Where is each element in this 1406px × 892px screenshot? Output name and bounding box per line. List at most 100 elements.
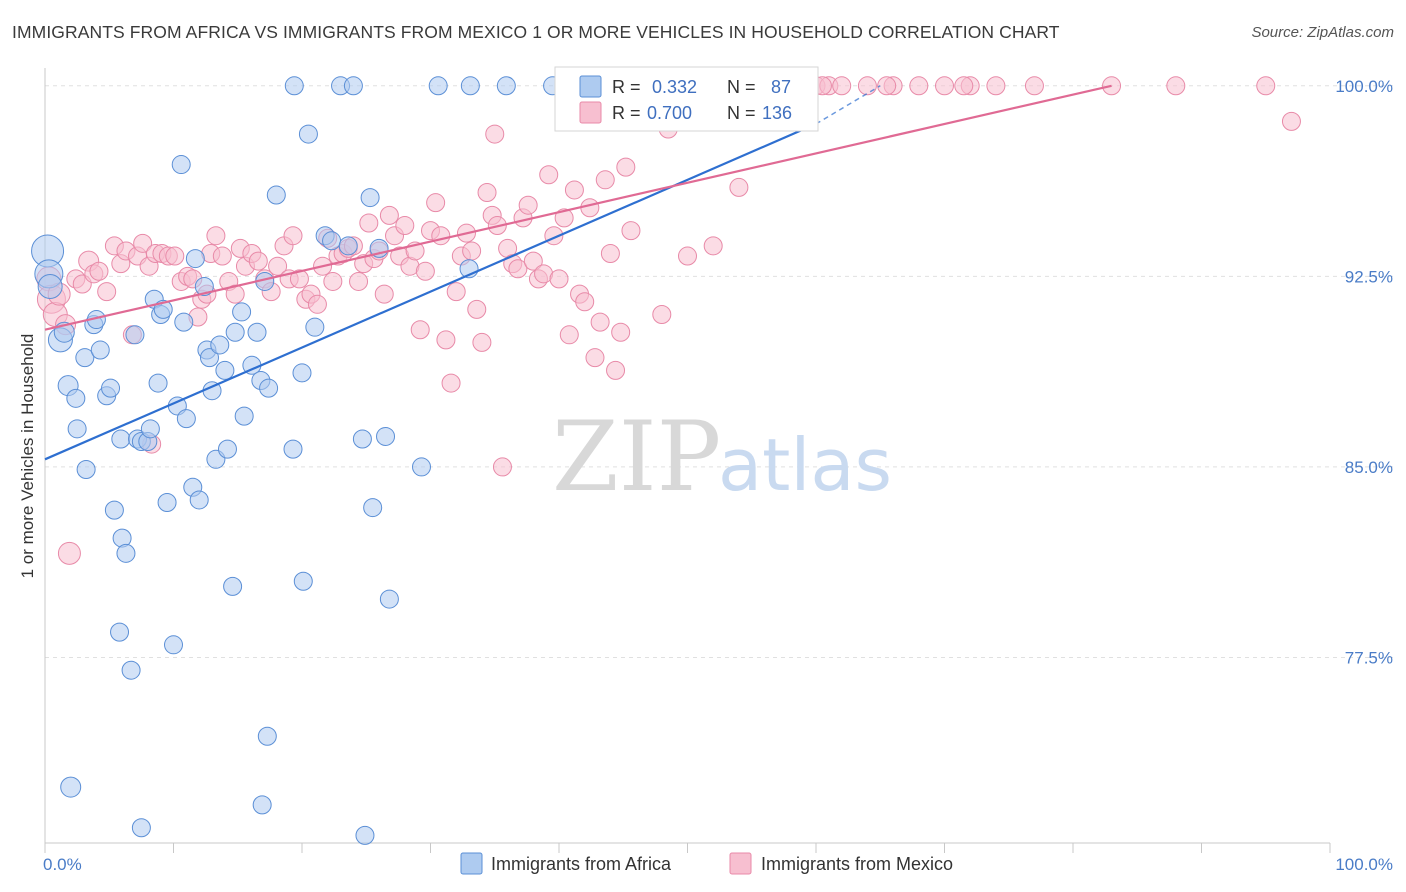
- mexico-point: [307, 294, 327, 314]
- mexico-point: [1024, 76, 1044, 96]
- africa-point: [412, 457, 432, 477]
- mexico-point: [611, 322, 631, 342]
- africa-point: [217, 439, 237, 459]
- africa-point: [210, 335, 230, 355]
- africa-point: [76, 459, 96, 479]
- legend-n-mexico: 136: [762, 103, 792, 123]
- legend-r-mexico: 0.700: [647, 103, 692, 123]
- mexico-point: [1256, 76, 1276, 96]
- y-tick-label: 85.0%: [1345, 458, 1393, 477]
- mexico-point: [410, 320, 430, 340]
- top-legend: R = 0.332 N = 87 R = 0.700 N = 136: [554, 66, 819, 132]
- mexico-point: [268, 256, 288, 276]
- x-tick-label-min: 0.0%: [43, 855, 82, 874]
- africa-point: [225, 322, 245, 342]
- mexico-point: [165, 246, 185, 266]
- mexico-point: [323, 271, 343, 291]
- africa-point: [379, 589, 399, 609]
- africa-point: [460, 76, 480, 96]
- mexico-point: [857, 76, 877, 96]
- legend-r-label-africa: R =: [612, 77, 641, 97]
- africa-point: [148, 373, 168, 393]
- mexico-point: [1281, 111, 1301, 131]
- africa-trend-line: [44, 122, 817, 461]
- watermark-atlas: atlas: [718, 423, 892, 507]
- mexico-point: [492, 457, 512, 477]
- africa-point: [60, 776, 82, 798]
- mexico-point: [415, 261, 435, 281]
- africa-point: [428, 76, 448, 96]
- africa-point: [215, 360, 235, 380]
- africa-point: [185, 249, 205, 269]
- africa-point: [171, 155, 191, 175]
- mexico-point: [575, 292, 595, 312]
- mexico-point: [206, 226, 226, 246]
- y-tick-label: 92.5%: [1345, 267, 1393, 286]
- africa-point: [283, 439, 303, 459]
- mexico-point: [549, 269, 569, 289]
- africa-point: [176, 409, 196, 429]
- africa-trend-extension: [815, 85, 881, 125]
- africa-point: [234, 406, 254, 426]
- mexico-point: [954, 76, 974, 96]
- mexico-point: [585, 348, 605, 368]
- africa-point: [293, 571, 313, 591]
- bottom-legend-label-mexico: Immigrants from Mexico: [761, 854, 953, 874]
- mexico-point: [431, 226, 451, 246]
- africa-point: [305, 317, 325, 337]
- mexico-point: [485, 124, 505, 144]
- mexico-point: [621, 221, 641, 241]
- mexico-point: [97, 282, 117, 302]
- mexico-point: [518, 195, 538, 215]
- africa-point: [131, 818, 151, 838]
- africa-point: [111, 429, 131, 449]
- mexico-point: [703, 236, 723, 256]
- mexico-point: [477, 183, 497, 203]
- mexico-point: [508, 259, 528, 279]
- bottom-legend: Immigrants from Africa Immigrants from M…: [460, 852, 953, 875]
- mexico-point: [374, 284, 394, 304]
- watermark-zip: ZIP: [552, 401, 721, 513]
- africa-point: [252, 795, 272, 815]
- legend-r-africa: 0.332: [652, 77, 697, 97]
- africa-point: [257, 726, 277, 746]
- africa-point: [67, 419, 87, 439]
- mexico-point: [349, 271, 369, 291]
- mexico-point: [595, 170, 615, 190]
- mexico-point: [57, 541, 81, 565]
- mexico-point: [600, 243, 620, 263]
- africa-point: [174, 312, 194, 332]
- y-tick-label: 77.5%: [1345, 649, 1393, 668]
- legend-n-label-mexico: N =: [727, 103, 756, 123]
- africa-point: [153, 299, 173, 319]
- africa-point: [355, 825, 375, 845]
- africa-point: [116, 543, 136, 563]
- africa-point: [292, 363, 312, 383]
- mexico-point: [652, 304, 672, 324]
- chart-source: Source: ZipAtlas.com: [1251, 24, 1394, 41]
- y-axis-label: 1 or more Vehicles in Household: [18, 334, 37, 579]
- mexico-point: [133, 233, 153, 253]
- africa-point: [343, 76, 363, 96]
- mexico-point: [590, 312, 610, 332]
- mexico-point: [426, 193, 446, 213]
- mexico-point: [539, 165, 559, 185]
- legend-r-label-mexico: R =: [612, 103, 641, 123]
- mexico-point: [729, 177, 749, 197]
- africa-point: [363, 498, 383, 518]
- x-tick-label-max: 100.0%: [1335, 855, 1393, 874]
- mexico-point: [832, 76, 852, 96]
- mexico-point: [436, 330, 456, 350]
- y-tick-labels: 77.5% 85.0% 92.5% 100.0%: [1335, 77, 1393, 668]
- mexico-point: [523, 251, 543, 271]
- mexico-point: [441, 373, 461, 393]
- legend-n-africa: 87: [771, 77, 791, 97]
- legend-swatch-africa: [579, 75, 602, 98]
- trend-lines: [44, 84, 1112, 461]
- africa-point: [189, 490, 209, 510]
- africa-point: [110, 622, 130, 642]
- bottom-legend-label-africa: Immigrants from Africa: [491, 854, 672, 874]
- mexico-point: [559, 325, 579, 345]
- chart-title: IMMIGRANTS FROM AFRICA VS IMMIGRANTS FRO…: [12, 22, 1060, 42]
